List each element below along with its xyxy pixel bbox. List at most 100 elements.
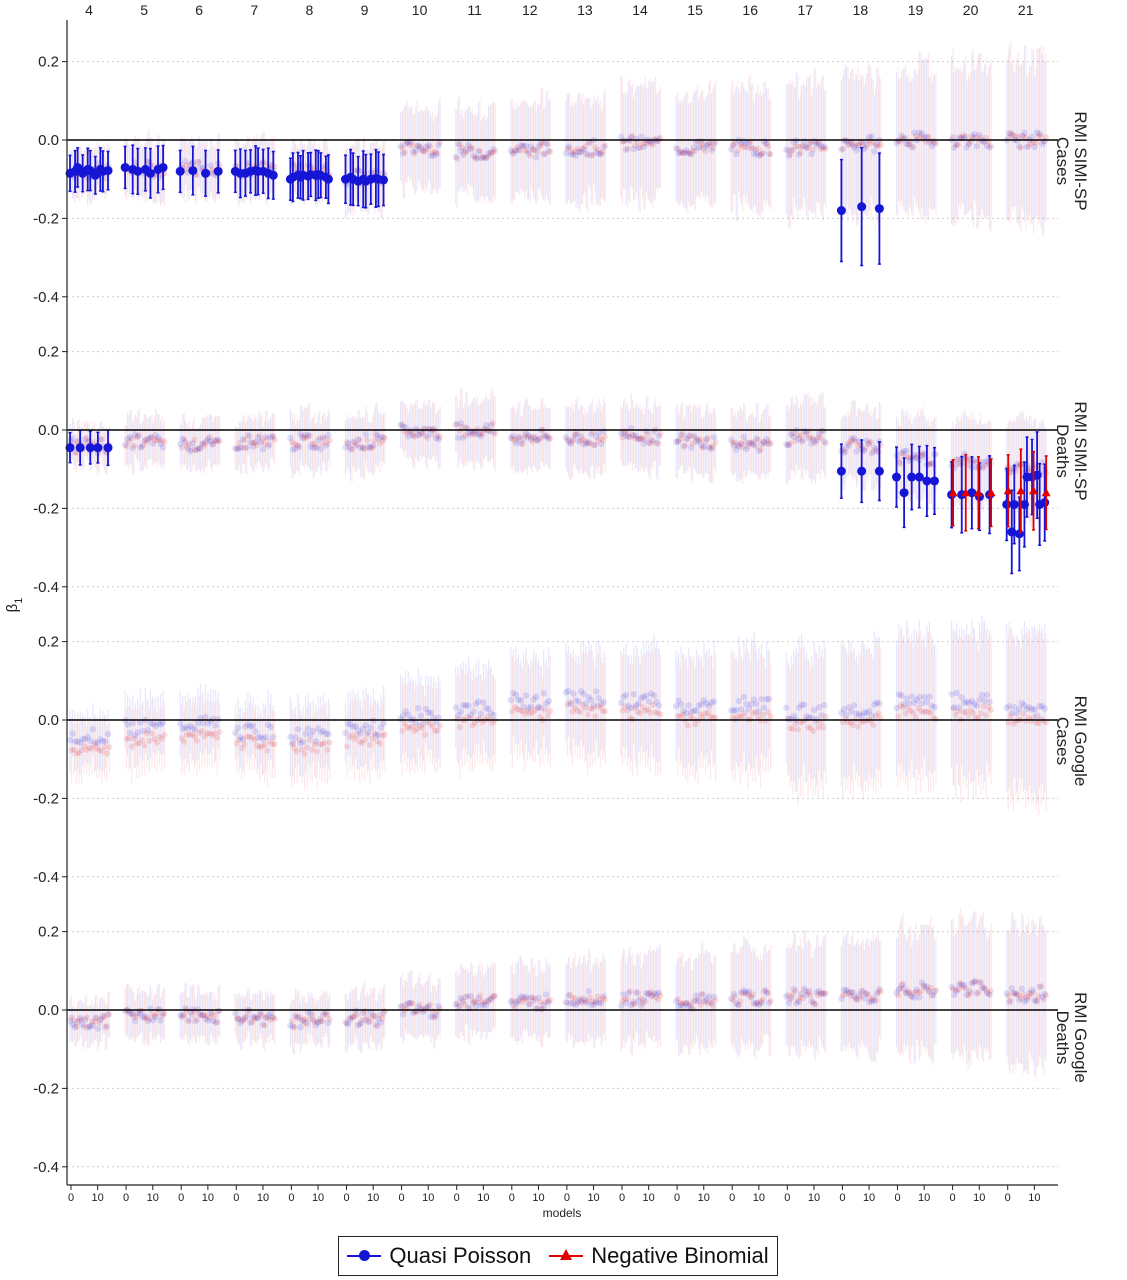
faded-point	[411, 150, 418, 157]
faded-point	[485, 705, 492, 712]
faded-point	[482, 154, 490, 162]
faded-point	[206, 730, 213, 737]
faded-point	[252, 728, 259, 735]
faded-point	[848, 139, 855, 147]
data-point	[158, 162, 168, 172]
faded-point	[743, 139, 750, 147]
faded-point	[299, 746, 306, 753]
faded-point	[577, 148, 585, 156]
faded-point	[976, 131, 983, 139]
faded-point	[271, 741, 278, 748]
faded-point	[492, 992, 499, 999]
faded-point	[370, 442, 377, 449]
faded-point	[472, 700, 480, 708]
faded-point	[802, 143, 809, 150]
faded-point	[634, 435, 641, 442]
faded-point	[182, 158, 189, 165]
faded-point	[657, 992, 664, 999]
faded-point	[236, 736, 243, 743]
faded-point	[352, 442, 359, 449]
faded-point	[196, 445, 203, 452]
faded-point	[242, 444, 249, 451]
faded-point	[749, 144, 756, 151]
faded-point	[524, 707, 531, 714]
faded-point	[144, 436, 152, 443]
faded-point	[803, 144, 810, 151]
faded-point	[297, 430, 304, 438]
faded-point	[570, 690, 577, 697]
faded-point	[952, 462, 959, 469]
faded-point	[683, 435, 690, 442]
faded-point	[367, 444, 375, 451]
faded-point	[73, 450, 80, 457]
faded-point	[644, 431, 651, 438]
faded-point	[141, 742, 148, 749]
faded-point	[259, 446, 267, 453]
faded-point	[359, 443, 366, 450]
faded-point	[839, 145, 846, 152]
faded-point	[485, 149, 492, 157]
faded-point	[1036, 130, 1043, 137]
faded-point	[410, 432, 417, 439]
faded-point	[842, 448, 849, 455]
faded-point	[685, 149, 692, 157]
faded-point	[475, 431, 482, 438]
faded-point	[194, 159, 202, 166]
faded-point	[204, 435, 212, 442]
faded-point	[655, 432, 663, 440]
faded-point	[816, 140, 823, 148]
faded-point	[637, 144, 644, 151]
faded-point	[246, 433, 253, 440]
faded-point	[808, 150, 815, 158]
faded-point	[622, 137, 629, 144]
faded-point	[429, 723, 436, 730]
faded-point	[74, 738, 81, 745]
data-point	[857, 202, 867, 212]
faded-point	[527, 703, 535, 710]
faded-point	[965, 140, 972, 147]
faded-point	[422, 432, 430, 439]
faded-point	[966, 461, 973, 468]
data-point	[874, 466, 884, 476]
faded-point	[575, 438, 582, 445]
faded-point	[679, 149, 686, 156]
faded-point	[734, 442, 741, 449]
faded-point	[527, 143, 535, 150]
faded-point	[412, 147, 419, 154]
faded-point	[469, 145, 476, 152]
faded-point	[595, 429, 603, 437]
faded-point	[866, 133, 873, 141]
faded-point	[472, 155, 480, 162]
faded-point	[649, 141, 656, 148]
faded-point	[309, 440, 316, 447]
faded-point	[748, 440, 755, 447]
faded-point	[534, 149, 541, 156]
faded-point	[638, 435, 645, 443]
faded-point	[196, 729, 203, 736]
faded-point	[538, 139, 545, 146]
faded-point	[490, 145, 497, 153]
faded-point	[354, 727, 362, 734]
faded-point	[588, 431, 595, 438]
faded-point	[797, 149, 804, 156]
faded-point	[680, 443, 687, 450]
faded-point	[693, 438, 700, 445]
faded-point	[147, 719, 154, 727]
faded-point	[530, 696, 537, 703]
faded-point	[734, 147, 741, 154]
faded-point	[270, 433, 277, 441]
faded-point	[745, 139, 753, 146]
faded-point	[577, 149, 584, 156]
faded-point	[965, 456, 972, 463]
faded-point	[567, 151, 575, 158]
faded-point	[202, 713, 209, 721]
faded-point	[157, 173, 164, 181]
faded-point	[320, 727, 327, 735]
faded-point	[785, 442, 793, 449]
faded-point	[547, 435, 554, 442]
faded-point	[477, 432, 485, 440]
faded-point	[963, 144, 970, 151]
faded-point	[593, 433, 600, 440]
faded-point	[516, 707, 523, 714]
faded-point	[429, 149, 436, 156]
